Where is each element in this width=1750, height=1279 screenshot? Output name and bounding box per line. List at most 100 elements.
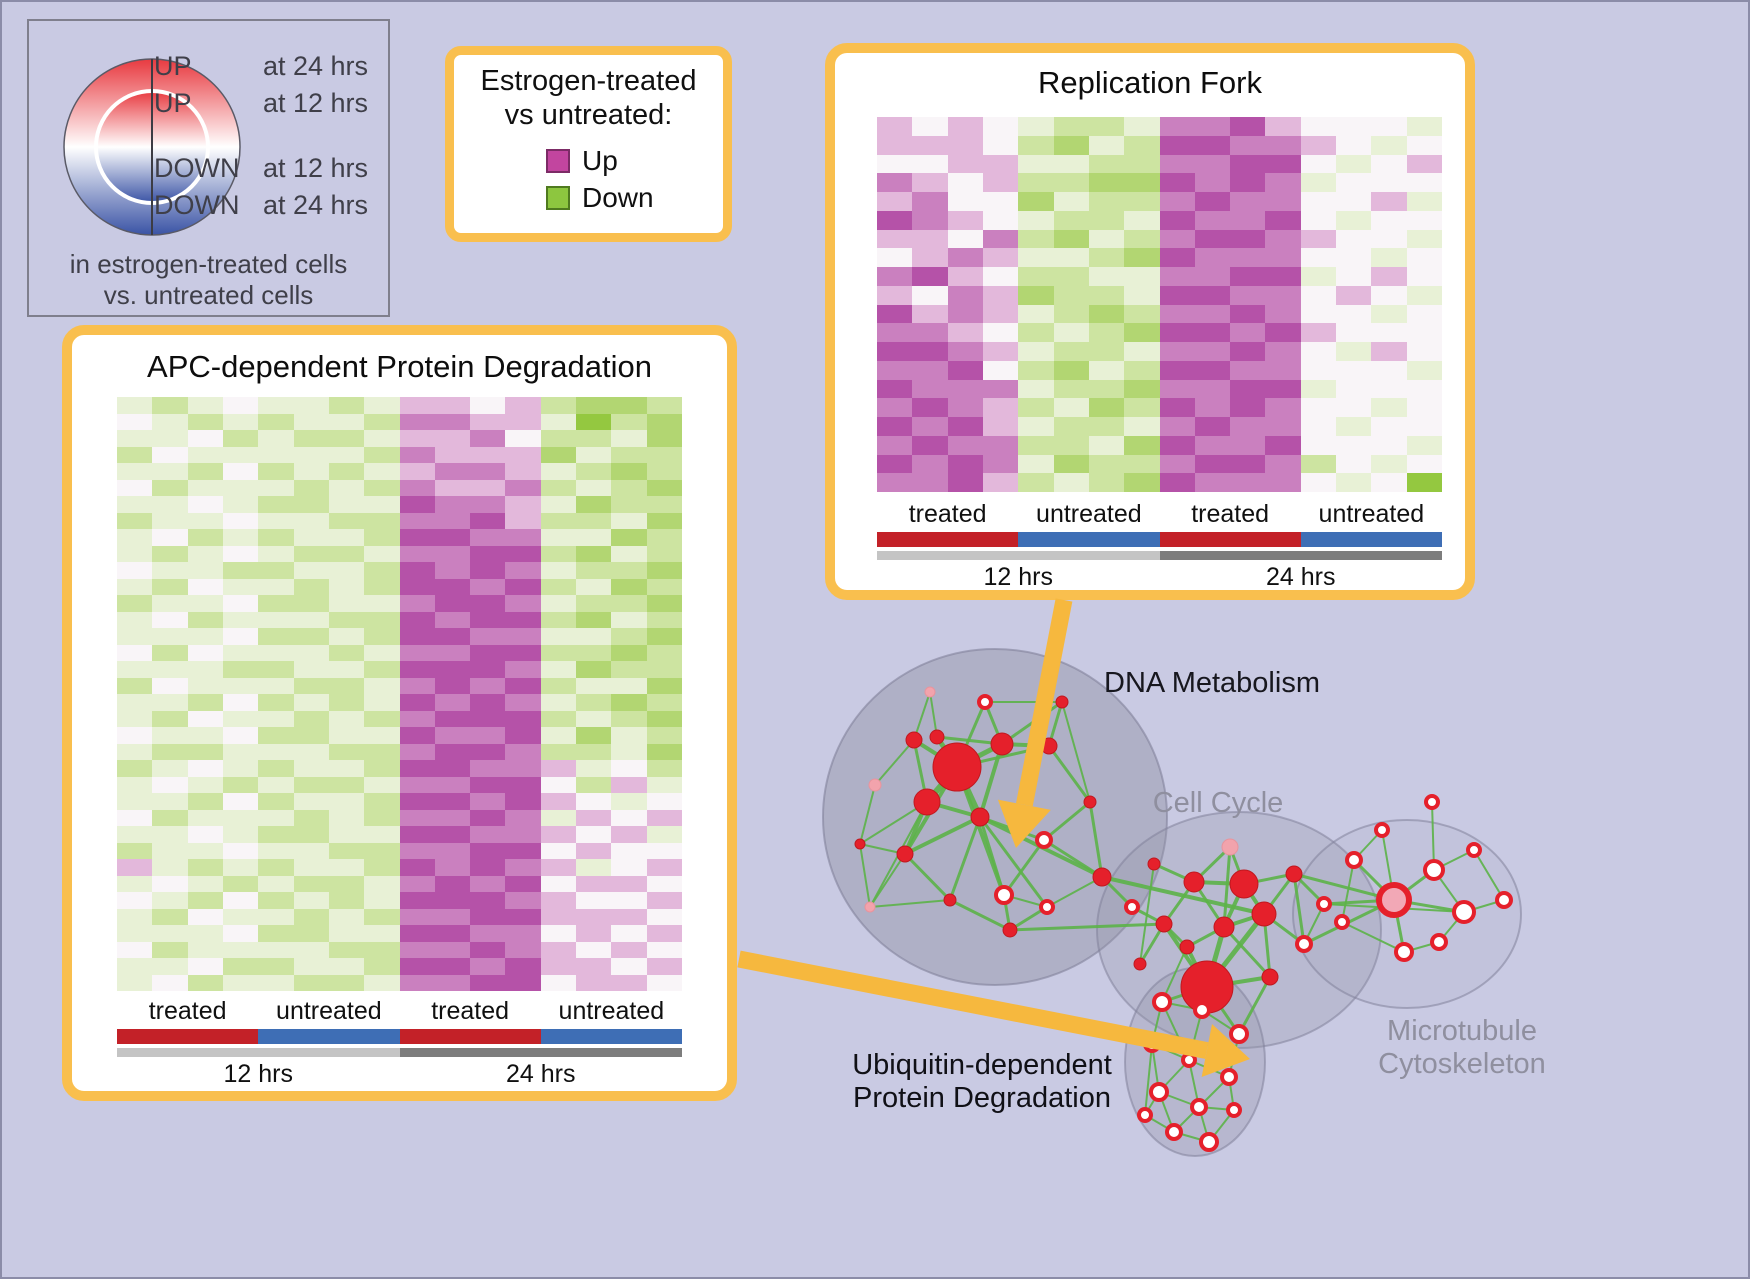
network-node bbox=[1220, 1068, 1238, 1086]
heatmap-cell bbox=[328, 463, 365, 480]
heatmap-cell bbox=[1265, 285, 1301, 305]
heatmap-cell bbox=[470, 479, 506, 496]
heatmap-cell bbox=[258, 677, 294, 694]
heatmap-cell bbox=[152, 529, 188, 546]
heatmap-cell bbox=[877, 417, 913, 436]
heatmap-cell bbox=[399, 545, 435, 562]
heatmap-cell bbox=[1018, 117, 1054, 136]
heatmap-cell bbox=[912, 173, 948, 192]
heatmap-cell bbox=[222, 743, 259, 760]
heatmap-cell bbox=[540, 595, 577, 612]
heatmap-cell bbox=[1406, 210, 1442, 230]
heatmap-cell bbox=[646, 677, 682, 694]
heatmap-cell bbox=[434, 710, 471, 727]
heatmap-cell bbox=[328, 842, 365, 859]
heatmap-cell bbox=[982, 210, 1019, 230]
heatmap-cell bbox=[1159, 473, 1195, 492]
heatmap-cell bbox=[947, 435, 983, 455]
heatmap-cell bbox=[877, 192, 913, 211]
heatmap-cell bbox=[646, 644, 682, 661]
heatmap-cell bbox=[576, 677, 612, 694]
heatmap-cell bbox=[1159, 117, 1195, 136]
heatmap-cell bbox=[434, 479, 471, 496]
network-edge bbox=[1341, 921, 1405, 953]
heatmap-cell bbox=[1053, 473, 1089, 492]
heatmap-cell bbox=[117, 809, 153, 826]
heatmap-cell bbox=[1159, 210, 1195, 230]
heatmap-cell bbox=[1406, 454, 1442, 474]
decoder-caption-line2: vs. untreated cells bbox=[103, 280, 314, 310]
heatmap-cell bbox=[187, 842, 223, 859]
heatmap-cell bbox=[117, 743, 153, 760]
heatmap-cell bbox=[1088, 342, 1125, 361]
heatmap-cell bbox=[222, 809, 259, 826]
heatmap-cell bbox=[646, 842, 682, 859]
heatmap-cell bbox=[434, 694, 471, 711]
heatmap-cell bbox=[947, 173, 983, 192]
heatmap-cell bbox=[152, 908, 188, 925]
heatmap-cell bbox=[611, 413, 647, 430]
heatmap-cell bbox=[187, 760, 223, 777]
heatmap-cell bbox=[187, 644, 223, 661]
network-node bbox=[868, 778, 882, 792]
heatmap-cell bbox=[646, 578, 682, 595]
heatmap-cell bbox=[611, 661, 647, 678]
heatmap-cell bbox=[877, 117, 913, 136]
heatmap-cell bbox=[1265, 398, 1301, 417]
network-node bbox=[913, 788, 941, 816]
heatmap-cell bbox=[434, 529, 471, 546]
heatmap-cell bbox=[1053, 323, 1089, 342]
heatmap-cell bbox=[470, 413, 506, 430]
heatmap-cell bbox=[1018, 304, 1054, 324]
heatmap-cell bbox=[576, 595, 612, 612]
time-color-bar bbox=[117, 1048, 400, 1057]
heatmap-cell bbox=[328, 826, 365, 843]
heatmap-cell bbox=[1018, 379, 1054, 399]
heatmap-cell bbox=[505, 446, 541, 463]
apc-panel: APC-dependent Protein Degradation treate… bbox=[62, 325, 737, 1101]
heatmap-cell bbox=[1371, 473, 1407, 492]
heatmap-cell bbox=[152, 694, 188, 711]
heatmap-cell bbox=[1018, 229, 1054, 249]
heatmap-cell bbox=[505, 595, 541, 612]
heatmap-cell bbox=[1018, 173, 1054, 192]
heatmap-cell bbox=[505, 611, 541, 628]
heatmap-cell bbox=[982, 398, 1019, 417]
heatmap-cell bbox=[222, 776, 259, 793]
heatmap-cell bbox=[611, 760, 647, 777]
heatmap-cell bbox=[1124, 323, 1160, 342]
network-node bbox=[1394, 942, 1414, 962]
network-node bbox=[1035, 831, 1053, 849]
heatmap-cell bbox=[646, 727, 682, 744]
heatmap-cell bbox=[187, 776, 223, 793]
heatmap-cell bbox=[470, 463, 506, 480]
heatmap-cell bbox=[152, 809, 188, 826]
heatmap-cell bbox=[505, 842, 541, 859]
heatmap-cell bbox=[1053, 398, 1089, 417]
heatmap-cell bbox=[258, 776, 294, 793]
heatmap-cell bbox=[470, 892, 506, 909]
time-label: 24 hrs bbox=[506, 1060, 576, 1088]
color-legend-title-line1: Estrogen-treated bbox=[480, 65, 697, 97]
heatmap-cell bbox=[328, 430, 365, 447]
network-edge bbox=[948, 816, 982, 901]
heatmap-cell bbox=[1336, 210, 1372, 230]
heatmap-cell bbox=[222, 529, 259, 546]
heatmap-cell bbox=[947, 117, 983, 136]
heatmap-cell bbox=[576, 793, 612, 810]
heatmap-cell bbox=[646, 809, 682, 826]
replication-fork-axis: treated untreated treated untreated 12 hrs 24… bbox=[877, 500, 1442, 592]
heatmap-cell bbox=[540, 875, 577, 892]
heatmap-cell bbox=[364, 397, 400, 414]
network-node bbox=[1221, 838, 1239, 856]
heatmap-cell bbox=[1406, 398, 1442, 417]
down-label: Down bbox=[582, 182, 654, 213]
heatmap-cell bbox=[576, 826, 612, 843]
heatmap-cell bbox=[540, 529, 577, 546]
heatmap-cell bbox=[877, 473, 913, 492]
heatmap-cell bbox=[1053, 342, 1089, 361]
heatmap-cell bbox=[505, 463, 541, 480]
heatmap-cell bbox=[611, 677, 647, 694]
heatmap-cell bbox=[540, 908, 577, 925]
heatmap-cell bbox=[1088, 154, 1125, 174]
